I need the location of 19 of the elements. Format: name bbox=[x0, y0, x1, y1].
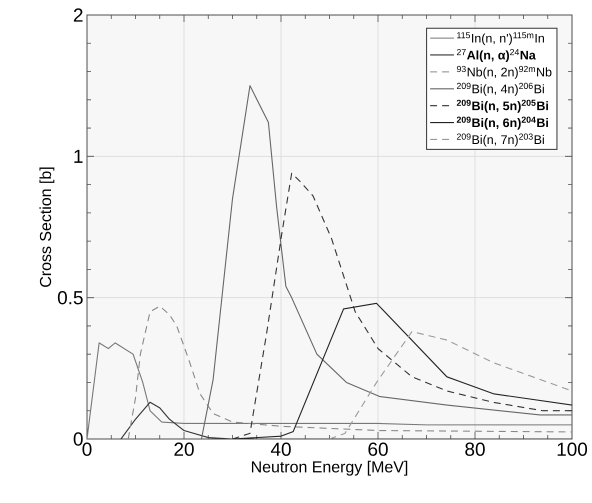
legend-label: $^{27}$Al(n, α)$^{24}$Na bbox=[456, 49, 536, 62]
y-tick-label: 0 bbox=[74, 432, 83, 446]
y-tick-label: 2 bbox=[74, 8, 83, 22]
x-tick-label: 80 bbox=[465, 442, 485, 456]
x-tick-label: 100 bbox=[558, 442, 588, 456]
legend-label: $^{93}$Nb(n, 2n)$^{92m}$Nb bbox=[456, 66, 552, 79]
x-tick-label: 40 bbox=[270, 442, 291, 456]
y-tick-label: 1 bbox=[74, 150, 83, 163]
x-tick-label: 60 bbox=[368, 442, 388, 456]
legend-label: $^{209}$Bi(n, 4n)$^{206}$Bi bbox=[456, 82, 544, 96]
y-tick-label: 0.5 bbox=[58, 290, 83, 304]
text: $^{209}$Bi(n, 6n)$^{204}$Bi bbox=[456, 116, 548, 130]
text: $^{209}$Bi(n, 5n)$^{205}$Bi bbox=[456, 100, 548, 113]
legend-label: $^{115}$In(n, n')$^{115m}$In bbox=[457, 32, 544, 46]
x-axis-title: Neutron Energy [MeV] bbox=[252, 460, 408, 476]
legend-label: $^{209}$Bi(n, 7n)$^{203}$Bi bbox=[456, 134, 544, 147]
y-axis-title: Cross Section [b] bbox=[39, 167, 54, 287]
x-tick-label: 0 bbox=[82, 442, 92, 456]
x-tick-label: 20 bbox=[174, 442, 194, 456]
